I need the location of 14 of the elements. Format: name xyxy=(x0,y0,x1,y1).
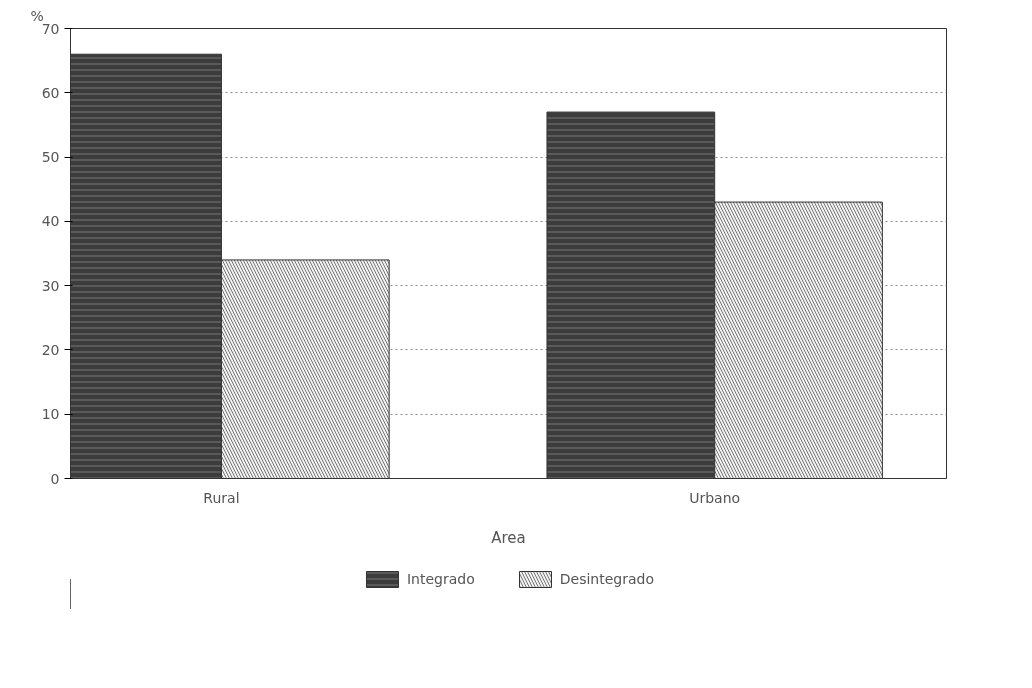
y-axis-title: % xyxy=(30,7,44,24)
y-tick-label: 10 xyxy=(41,406,60,423)
y-tick-label: 20 xyxy=(41,341,60,358)
x-tick-label: Urbano xyxy=(689,489,741,506)
y-tick-label: 50 xyxy=(41,149,60,166)
y-tick-label: 70 xyxy=(41,20,60,37)
legend-label: Integrado xyxy=(406,571,475,587)
legend-label: Desintegrado xyxy=(559,571,655,587)
x-tick-label: Rural xyxy=(203,489,240,506)
x-axis-title: Area xyxy=(491,528,526,547)
y-tick-label: 0 xyxy=(50,470,60,487)
y-tick-label: 40 xyxy=(41,213,60,230)
y-tick-label: 60 xyxy=(41,84,60,101)
y-tick-label: 30 xyxy=(41,277,60,294)
